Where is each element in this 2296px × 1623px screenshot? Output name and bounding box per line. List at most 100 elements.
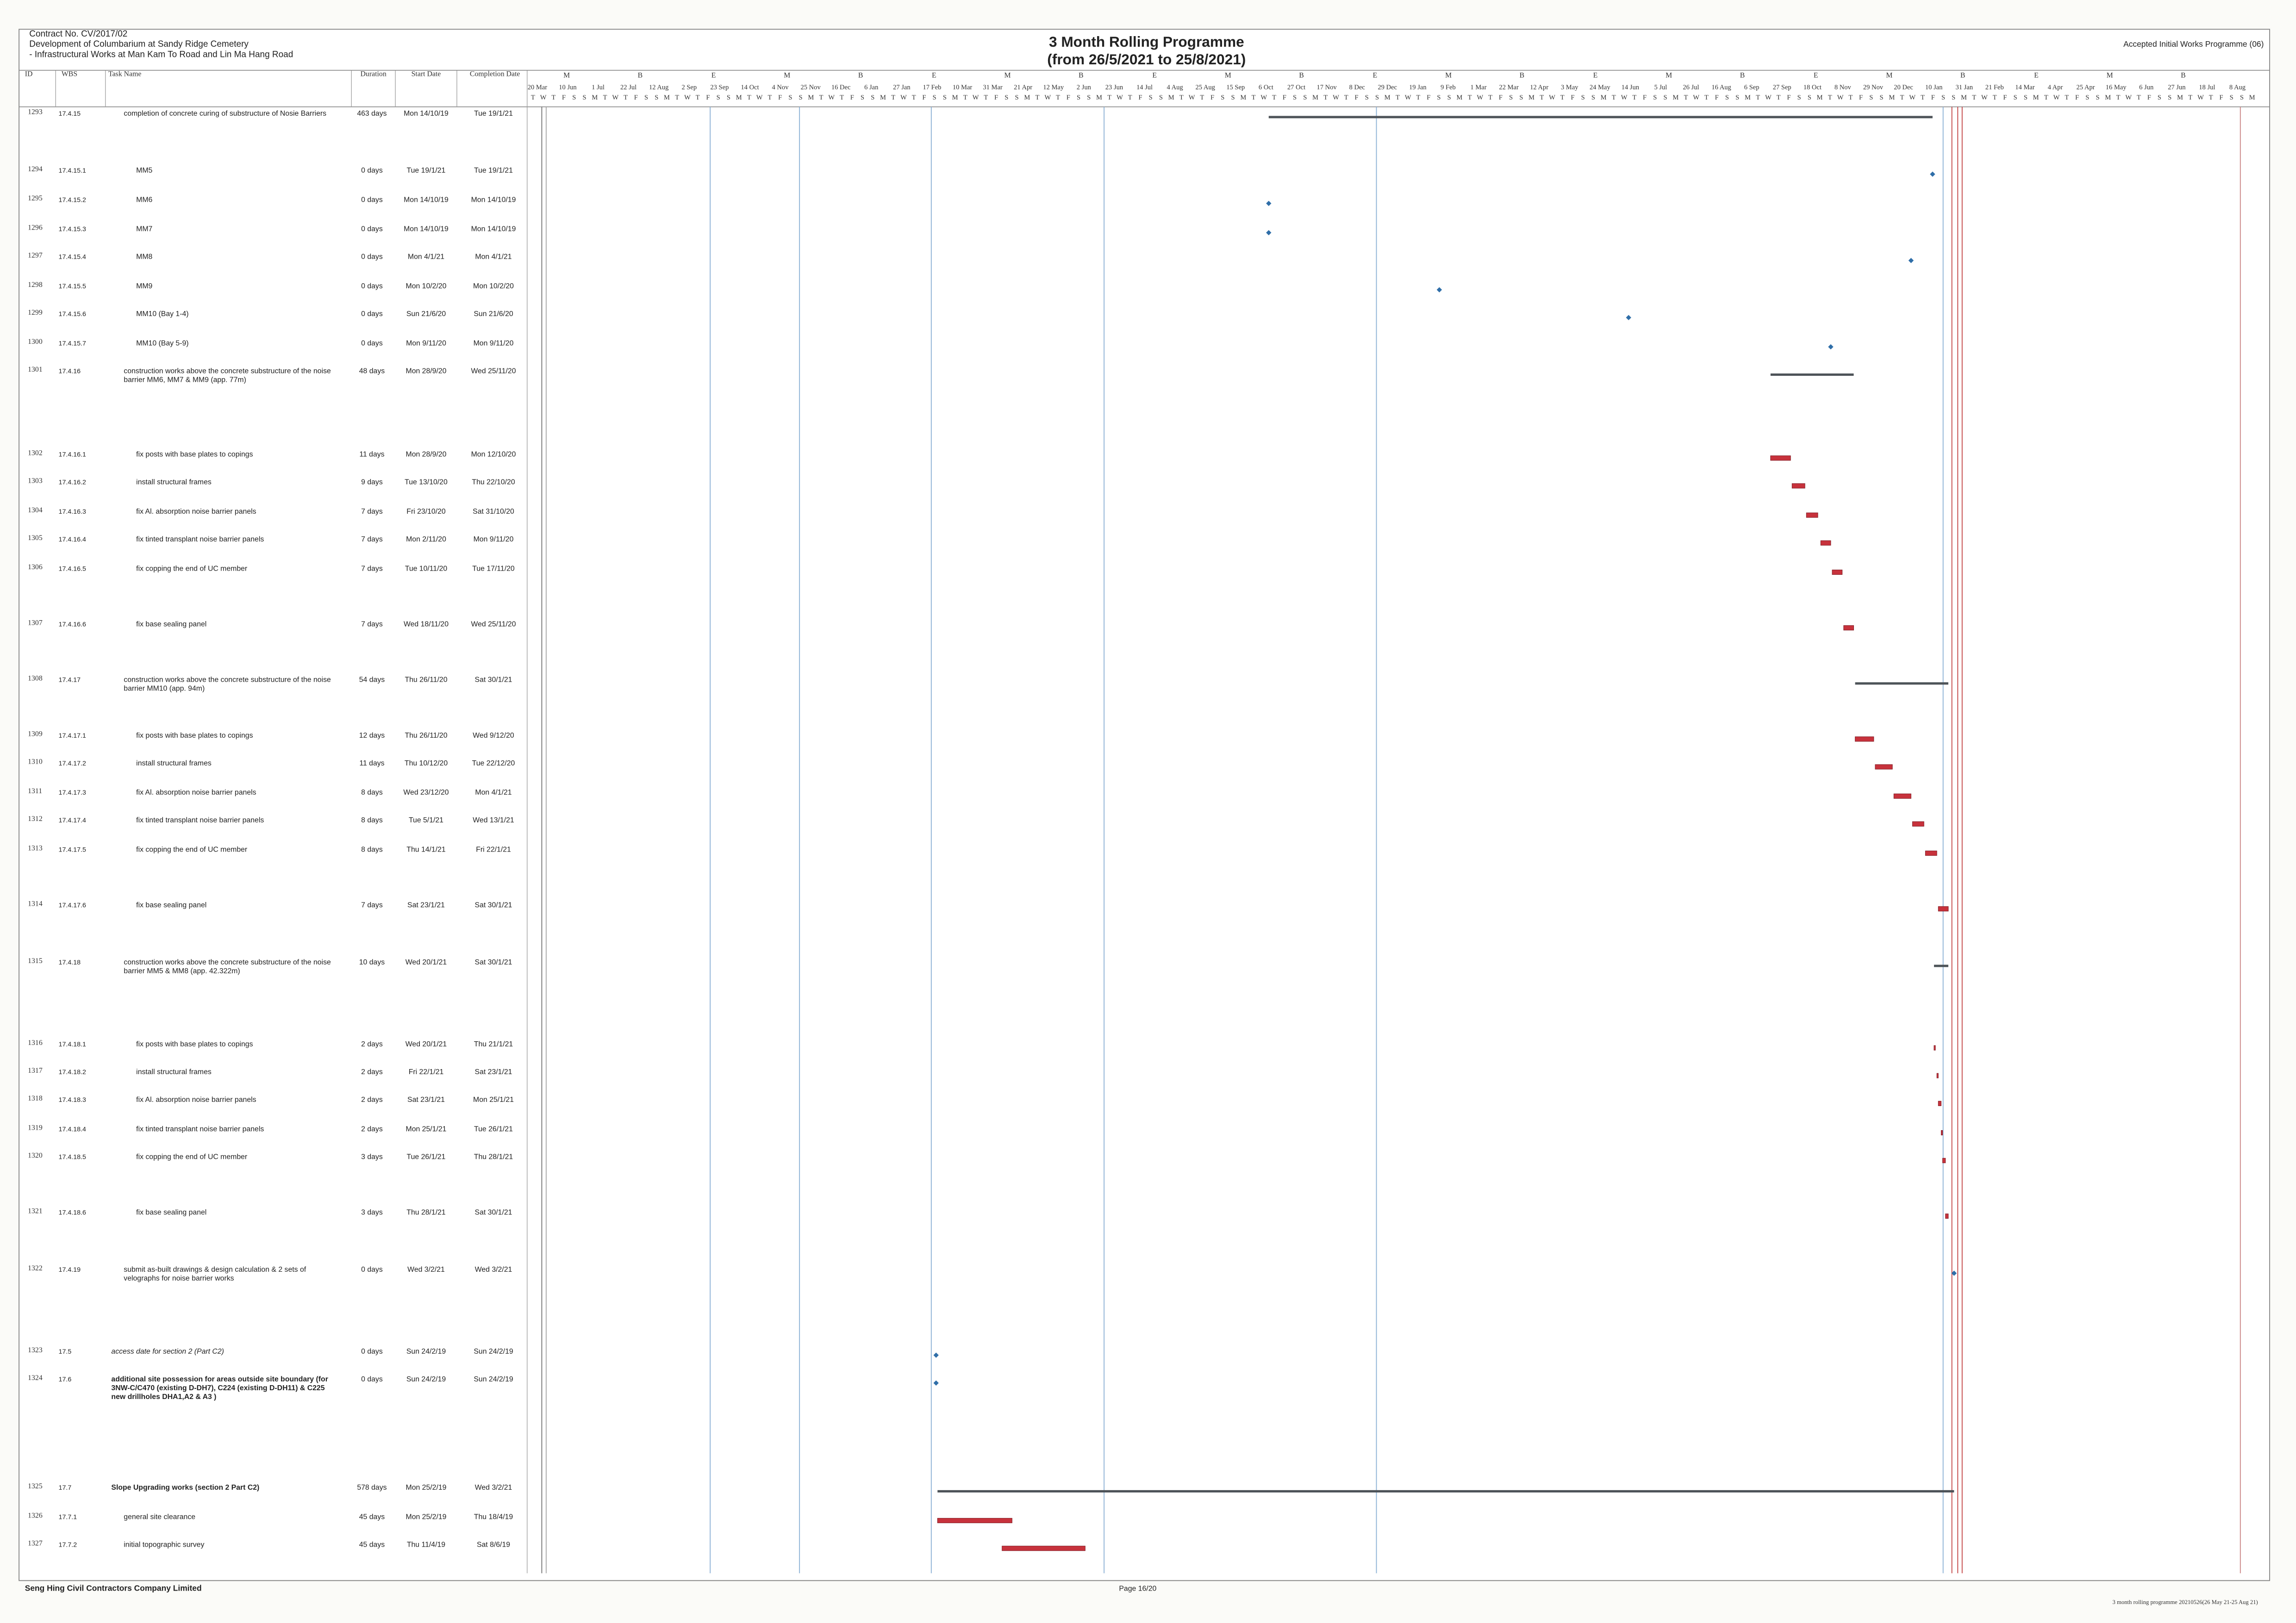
date-label: 10 Jun — [559, 83, 577, 91]
row-wbs: 17.4.16.4 — [58, 535, 86, 543]
row-finish: Mon 14/10/19 — [471, 225, 516, 234]
weekday-label: T — [1900, 93, 1904, 101]
row-finish: Sat 31/10/20 — [473, 508, 514, 517]
task-bar — [1938, 906, 1949, 912]
row-name: Slope Upgrading works (section 2 Part C2… — [111, 1484, 260, 1493]
weekday-label: S — [1076, 93, 1081, 101]
weekday-label: S — [2023, 93, 2028, 101]
date-label: 14 Jun — [1621, 83, 1639, 91]
weekday-label: T — [1540, 93, 1544, 101]
row-wbs: 17.4.17.2 — [58, 759, 86, 767]
weekday-label: F — [706, 93, 710, 101]
row-finish: Wed 9/12/20 — [473, 732, 514, 741]
weekday-label: S — [1447, 93, 1451, 101]
weekday-label: M — [1168, 93, 1174, 101]
task-bar — [1002, 1546, 1086, 1551]
weekday-label: T — [1344, 93, 1348, 101]
project: Development of Columbarium at Sandy Ridg… — [29, 41, 249, 50]
task-bar — [1875, 764, 1893, 770]
row-finish: Sat 30/1/21 — [474, 1209, 512, 1218]
date-label: 4 Nov — [772, 83, 789, 91]
weekday-label: S — [582, 93, 586, 101]
weekday-label: T — [1992, 93, 1997, 101]
row-name: fix copping the end of UC member — [136, 565, 248, 574]
row-duration: 7 days — [361, 508, 383, 517]
weekday-label: T — [1056, 93, 1060, 101]
row-duration: 9 days — [361, 479, 383, 488]
row-id: 1298 — [28, 282, 43, 290]
row-name: construction works above the concrete su… — [124, 958, 331, 976]
row-finish: Tue 22/12/20 — [472, 759, 515, 769]
weekday-label: T — [1107, 93, 1112, 101]
row-name: MM8 — [136, 253, 153, 262]
row-start: Tue 10/11/20 — [405, 565, 448, 574]
row-name: additional site possession for areas out… — [111, 1375, 328, 1402]
row-wbs: 17.4.17.4 — [58, 816, 86, 824]
task-bar — [1945, 1213, 1949, 1219]
weekday-label: M — [1889, 93, 1895, 101]
weekday-label: S — [1797, 93, 1801, 101]
row-id: 1324 — [28, 1375, 43, 1383]
weekday-label: M — [1816, 93, 1823, 101]
weekday-label: T — [747, 93, 751, 101]
tier-label: B — [2181, 73, 2186, 81]
date-label: 12 May — [1043, 83, 1064, 91]
date-label: 18 Jul — [2199, 83, 2215, 91]
row-name: fix base sealing panel — [136, 620, 207, 629]
tier-label: B — [1960, 73, 1965, 81]
tier-label: M — [1886, 73, 1893, 81]
weekday-label: T — [530, 93, 535, 101]
row-duration: 45 days — [359, 1513, 385, 1522]
row-name: completion of concrete curing of substru… — [124, 110, 327, 119]
row-finish: Wed 13/1/21 — [473, 816, 514, 826]
row-wbs: 17.4.17.6 — [58, 901, 86, 909]
date-label: 10 Jan — [1925, 83, 1943, 91]
row-name: MM6 — [136, 196, 153, 205]
row-start: Mon 28/9/20 — [406, 367, 447, 376]
row-wbs: 17.4.15.3 — [58, 225, 86, 233]
weekday-label: S — [1437, 93, 1441, 101]
row-duration: 7 days — [361, 565, 383, 574]
row-name: submit as-built drawings & design calcul… — [124, 1266, 306, 1284]
row-name: install structural frames — [136, 759, 212, 769]
milestone — [1266, 230, 1272, 236]
row-finish: Tue 26/1/21 — [474, 1125, 513, 1134]
weekday-label: F — [1498, 93, 1503, 101]
weekday-label: S — [716, 93, 720, 101]
weekday-label: M — [1240, 93, 1247, 101]
row-name: install structural frames — [136, 1068, 212, 1077]
row-name: fix posts with base plates to copings — [136, 732, 253, 741]
row-duration: 578 days — [357, 1484, 387, 1493]
row-name: MM10 (Bay 1-4) — [136, 310, 189, 319]
weekday-label: T — [1416, 93, 1421, 101]
row-duration: 3 days — [361, 1153, 383, 1162]
weekday-label: T — [1179, 93, 1184, 101]
row-id: 1315 — [28, 958, 43, 966]
row-finish: Fri 22/1/21 — [476, 846, 511, 855]
weekday-label: S — [1159, 93, 1163, 101]
row-id: 1319 — [28, 1125, 43, 1133]
weekday-label: M — [1960, 93, 1967, 101]
summary-bar — [1934, 964, 1948, 967]
weekday-label: W — [1909, 93, 1916, 101]
date-label: 4 Apr — [2047, 83, 2063, 91]
weekday-label: T — [2137, 93, 2141, 101]
weekday-label: F — [1354, 93, 1359, 101]
weekday-label: W — [1621, 93, 1628, 101]
row-duration: 0 days — [361, 225, 383, 234]
row-finish: Sun 24/2/19 — [474, 1375, 513, 1385]
row-name: MM5 — [136, 167, 153, 176]
weekday-label: T — [551, 93, 556, 101]
row-start: Thu 10/12/20 — [404, 759, 448, 769]
row-wbs: 17.7.1 — [58, 1513, 77, 1521]
weekday-label: T — [1323, 93, 1328, 101]
task-bar — [1912, 821, 1924, 827]
row-duration: 12 days — [359, 732, 385, 741]
weekday-label: M — [736, 93, 742, 101]
row-name: initial topographic survey — [124, 1541, 205, 1550]
row-name: MM9 — [136, 282, 153, 292]
weekday-label: W — [1333, 93, 1339, 101]
row-wbs: 17.4.18.1 — [58, 1040, 86, 1048]
